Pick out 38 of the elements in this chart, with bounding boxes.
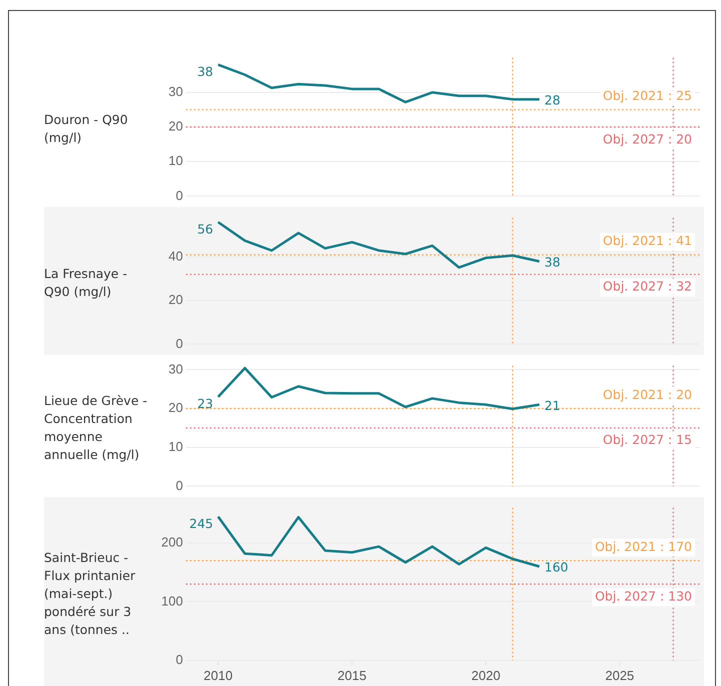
y-tick-label: 10: [168, 438, 183, 454]
ref-line-label: Obj. 2027 : 20: [602, 131, 692, 146]
x-tick-label: 2010: [204, 668, 233, 683]
data-label: 160: [544, 560, 568, 575]
y-tick-label: 0: [176, 652, 183, 667]
x-tick-label: 2025: [605, 668, 634, 683]
y-tick-label: 20: [168, 400, 183, 416]
y-tick-label: 10: [168, 153, 183, 168]
y-tick-label: 200: [161, 534, 183, 550]
ref-line-label: Obj. 2027 : 15: [602, 432, 692, 448]
ref-line-label: Obj. 2021 : 170: [594, 538, 692, 554]
x-tick-label: 2020: [471, 668, 500, 683]
data-label: 23: [197, 396, 214, 412]
y-axis-title: La Fresnaye - Q90 (mg/l): [44, 265, 128, 301]
y-tick-label: 0: [176, 478, 183, 493]
data-label: 21: [544, 398, 560, 413]
y-tick-label: 30: [168, 361, 183, 376]
y-axis-title: Saint-Brieuc - Flux printanier (mai-sept.) pondéré sur 3 ans (tonnes ..: [44, 549, 136, 639]
y-tick-label: 20: [168, 118, 183, 134]
data-label: 38: [544, 254, 560, 270]
data-label: 38: [197, 64, 214, 79]
ref-line-label: Obj. 2027 : 32: [602, 278, 692, 294]
data-label: 56: [197, 221, 214, 236]
data-label: 245: [189, 516, 214, 531]
y-tick-label: 40: [168, 248, 183, 264]
y-tick-label: 30: [168, 84, 183, 99]
ref-line-label: Obj. 2021 : 20: [602, 386, 692, 402]
y-tick-label: 0: [176, 336, 183, 351]
ref-line-label: Obj. 2021 : 41: [602, 233, 692, 248]
y-tick-label: 100: [161, 593, 183, 608]
ref-line-label: Obj. 2027 : 130: [594, 588, 692, 604]
x-tick-label: 2015: [338, 668, 366, 683]
y-tick-label: 20: [168, 292, 183, 308]
ref-line-label: Obj. 2021 : 25: [602, 88, 692, 103]
y-tick-label: 0: [176, 188, 183, 203]
y-axis-title: Douron - Q90 (mg/l): [44, 111, 129, 147]
y-axis-title: Lieue de Grève - Concentration moyenne annuelle (mg/l): [44, 392, 148, 464]
data-label: 28: [544, 92, 560, 108]
